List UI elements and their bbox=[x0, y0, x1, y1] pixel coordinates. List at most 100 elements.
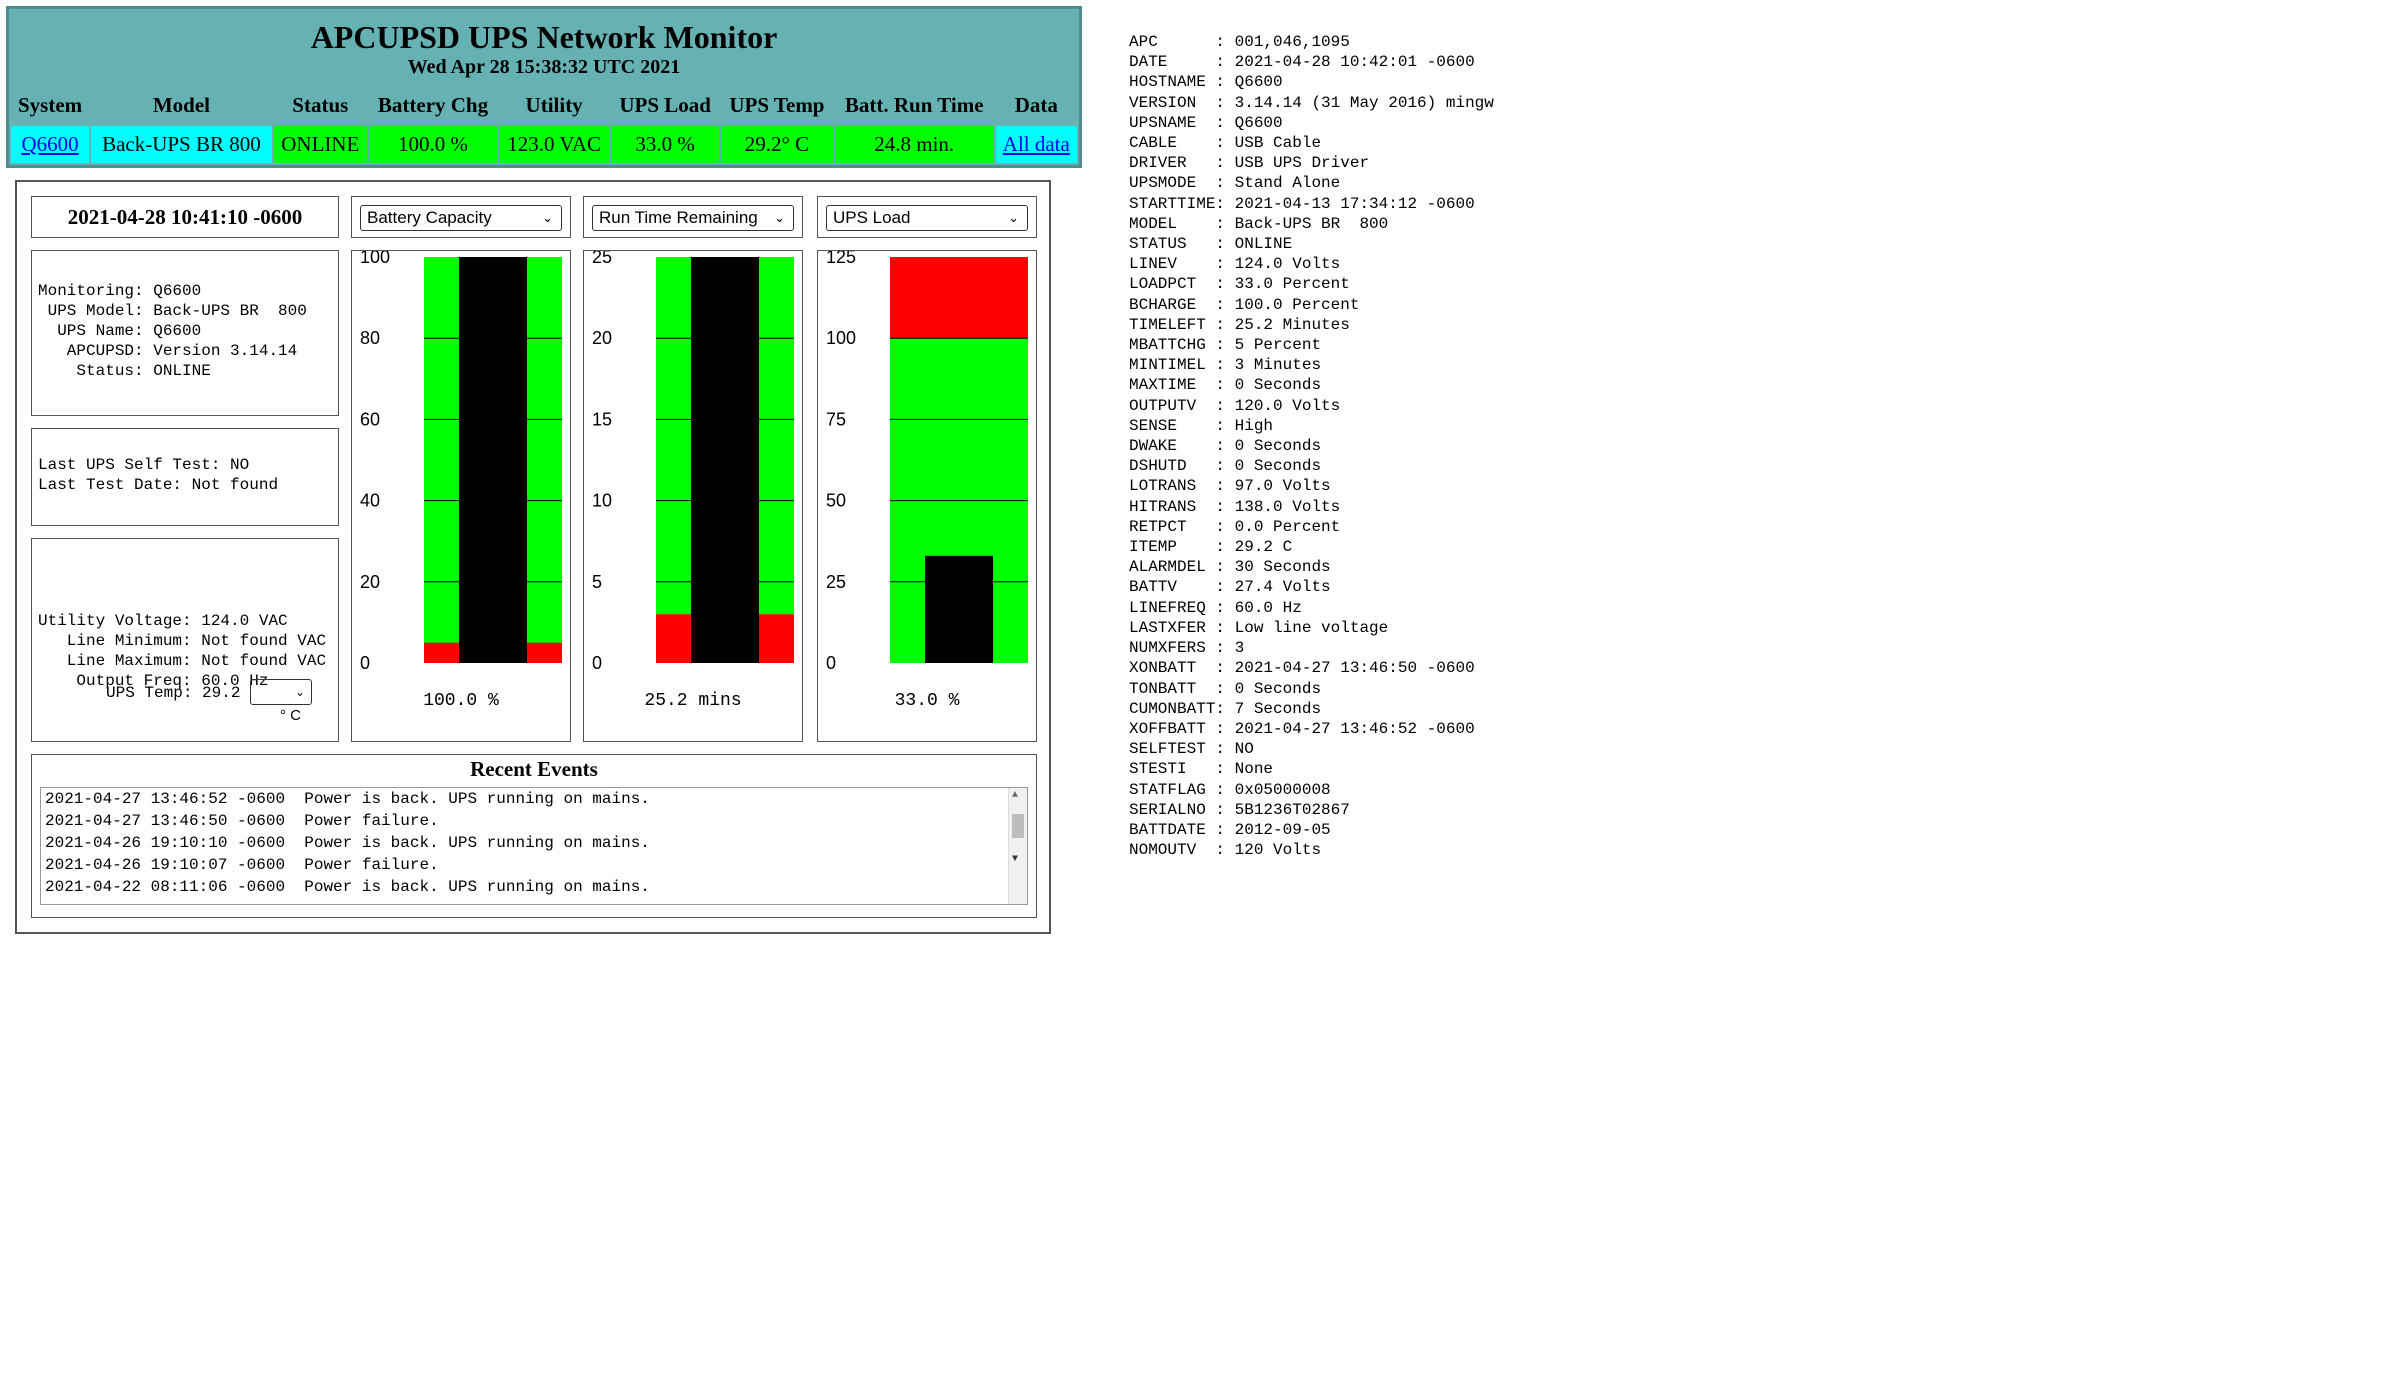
list-item: 2021-04-27 13:46:52 -0600 Power is back.… bbox=[45, 790, 650, 808]
status-separator: : bbox=[1215, 134, 1235, 153]
status-row-tonbatt: TONBATT : 0 Seconds bbox=[1129, 679, 1494, 699]
status-row-mbattchg: MBATTCHG : 5 Percent bbox=[1129, 335, 1494, 355]
status-row-hitrans: HITRANS : 138.0 Volts bbox=[1129, 497, 1494, 517]
column-header-ups-temp: UPS Temp bbox=[721, 87, 833, 124]
status-row-cumonbatt: CUMONBATT: 7 Seconds bbox=[1129, 699, 1494, 719]
gauge-tick-label: 100 bbox=[826, 328, 856, 348]
status-separator: : bbox=[1215, 639, 1235, 658]
status-row-starttime: STARTTIME: 2021-04-13 17:34:12 -0600 bbox=[1129, 194, 1494, 214]
status-row-alarmdel: ALARMDEL : 30 Seconds bbox=[1129, 557, 1494, 577]
status-key: STESTI bbox=[1129, 760, 1216, 779]
status-row-bcharge: BCHARGE : 100.0 Percent bbox=[1129, 295, 1494, 315]
column-header-ups-load: UPS Load bbox=[611, 87, 720, 124]
status-separator: : bbox=[1215, 255, 1235, 274]
system-link[interactable]: Q6600 bbox=[21, 132, 79, 156]
column-header-data: Data bbox=[995, 87, 1077, 124]
status-row-timeleft: TIMELEFT : 25.2 Minutes bbox=[1129, 315, 1494, 335]
temp-unit-select[interactable]: ° C ⌄ bbox=[250, 679, 312, 724]
status-separator: : bbox=[1215, 497, 1235, 516]
ups-load-gauge: 0 25 50 75 100 125 33.0 % bbox=[817, 250, 1037, 742]
status-row-retpct: RETPCT : 0.0 Percent bbox=[1129, 517, 1494, 537]
list-item: 2021-04-27 13:46:50 -0600 Power failure. bbox=[45, 812, 439, 830]
gauge-value-bar bbox=[691, 257, 759, 663]
all-data-link[interactable]: All data bbox=[1002, 132, 1070, 156]
status-separator: : bbox=[1215, 235, 1235, 254]
column-header-utility: Utility bbox=[499, 87, 610, 124]
status-key: MODEL bbox=[1129, 214, 1216, 233]
status-separator: : bbox=[1215, 53, 1235, 72]
status-key: SELFTEST bbox=[1129, 740, 1216, 759]
status-key: DSHUTD bbox=[1129, 457, 1216, 476]
battery-capacity-readout: 100.0 % bbox=[423, 691, 499, 711]
table-row: Q6600 Back-UPS BR 800 ONLINE 100.0 % 123… bbox=[11, 126, 1077, 163]
scroll-up-icon[interactable]: ▲ bbox=[1012, 790, 1019, 801]
status-value: None bbox=[1234, 760, 1274, 779]
gauge1-select[interactable]: Battery Capacity ⌄ bbox=[360, 205, 562, 231]
cell-status: ONLINE bbox=[273, 126, 367, 163]
gauge-tick-label: 100 bbox=[360, 251, 390, 267]
status-value: 0 Seconds bbox=[1234, 376, 1322, 395]
status-row-driver: DRIVER : USB UPS Driver bbox=[1129, 153, 1494, 173]
page-title: APCUPSD UPS Network Monitor bbox=[310, 19, 778, 55]
gauge-tick-label: 80 bbox=[360, 328, 380, 348]
status-key: CUMONBATT bbox=[1129, 699, 1216, 718]
recent-events-box: Recent Events 2021-04-27 13:46:52 -0600 … bbox=[31, 754, 1037, 918]
status-separator: : bbox=[1215, 336, 1235, 355]
status-separator: : bbox=[1215, 517, 1235, 536]
status-value: 97.0 Volts bbox=[1234, 477, 1331, 496]
gauge-tick-label: 0 bbox=[360, 653, 370, 673]
page-subtitle-timestamp: Wed Apr 28 15:38:32 UTC 2021 bbox=[407, 56, 681, 78]
status-separator: : bbox=[1215, 93, 1235, 112]
chevron-down-icon: ⌄ bbox=[774, 210, 785, 225]
gauge2-select[interactable]: Run Time Remaining ⌄ bbox=[592, 205, 794, 231]
status-value: 29.2 C bbox=[1234, 538, 1293, 557]
status-separator: : bbox=[1215, 659, 1235, 678]
status-key: SENSE bbox=[1129, 416, 1216, 435]
gauge3-select[interactable]: UPS Load ⌄ bbox=[826, 205, 1028, 231]
status-key: DWAKE bbox=[1129, 437, 1216, 456]
status-key: XONBATT bbox=[1129, 659, 1216, 678]
scrollbar-thumb[interactable] bbox=[1012, 814, 1024, 838]
recent-events-list[interactable]: 2021-04-27 13:46:52 -0600 Power is back.… bbox=[40, 787, 1028, 905]
panel-datetime: 2021-04-28 10:41:10 -0600 bbox=[31, 196, 339, 238]
gauge3-select-value: UPS Load bbox=[833, 208, 911, 227]
gauge-tick-label: 50 bbox=[826, 491, 846, 511]
status-key: XOFFBATT bbox=[1129, 719, 1216, 738]
status-separator: : bbox=[1215, 578, 1235, 597]
status-key: APC bbox=[1129, 33, 1216, 51]
scroll-down-icon[interactable]: ▼ bbox=[1012, 854, 1019, 865]
status-value: 0.0 Percent bbox=[1234, 517, 1341, 536]
status-separator: : bbox=[1215, 356, 1235, 375]
status-separator: : bbox=[1215, 376, 1235, 395]
status-value: 138.0 Volts bbox=[1234, 497, 1341, 516]
cell-utility: 123.0 VAC bbox=[499, 126, 610, 163]
status-key: DRIVER bbox=[1129, 154, 1216, 173]
status-value: 3 bbox=[1234, 639, 1245, 658]
status-row-dwake: DWAKE : 0 Seconds bbox=[1129, 436, 1494, 456]
status-separator: : bbox=[1215, 699, 1235, 718]
status-row-version: VERSION : 3.14.14 (31 May 2016) mingw bbox=[1129, 93, 1494, 113]
ups-temp-label: UPS Temp: 29.2 bbox=[106, 684, 241, 702]
chevron-down-icon: ⌄ bbox=[1008, 210, 1019, 225]
status-row-status: STATUS : ONLINE bbox=[1129, 234, 1494, 254]
status-row-maxtime: MAXTIME : 0 Seconds bbox=[1129, 375, 1494, 395]
status-key: HOSTNAME bbox=[1129, 73, 1216, 92]
status-separator: : bbox=[1215, 800, 1235, 819]
status-key: LOADPCT bbox=[1129, 275, 1216, 294]
status-value: Stand Alone bbox=[1234, 174, 1341, 193]
cell-batt-run-time: 24.8 min. bbox=[834, 126, 994, 163]
utility-voltage-info: Utility Voltage: 124.0 VAC Line Minimum:… bbox=[31, 538, 339, 742]
events-scrollbar[interactable]: ▲ ▼ bbox=[1008, 788, 1027, 904]
status-row-battdate: BATTDATE : 2012-09-05 bbox=[1129, 820, 1494, 840]
gauge-tick-label: 0 bbox=[826, 653, 836, 673]
status-value: NO bbox=[1234, 740, 1254, 759]
gauge-tick-label: 75 bbox=[826, 409, 846, 429]
status-value: 0 Seconds bbox=[1234, 437, 1322, 456]
gauge-tick-label: 5 bbox=[592, 572, 602, 592]
status-value: 2021-04-13 17:34:12 -0600 bbox=[1234, 194, 1475, 213]
status-value: 0x05000008 bbox=[1234, 780, 1331, 799]
status-key: STATUS bbox=[1129, 235, 1216, 254]
status-value: 5 Percent bbox=[1234, 336, 1322, 355]
gauge-value-bar bbox=[459, 257, 527, 663]
status-row-upsmode: UPSMODE : Stand Alone bbox=[1129, 173, 1494, 193]
